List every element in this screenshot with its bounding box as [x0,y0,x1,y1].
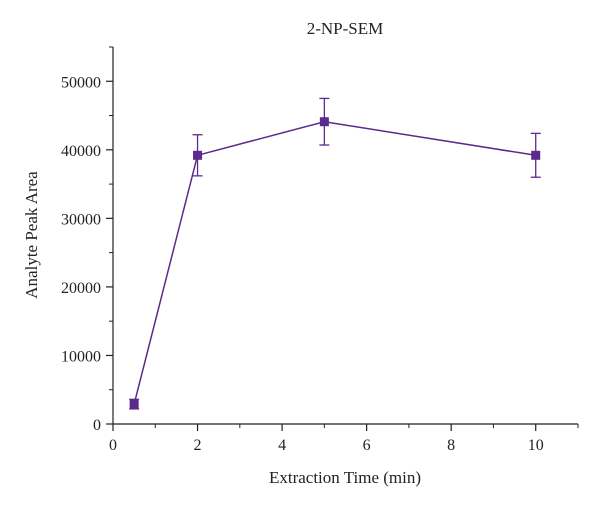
series [129,97,541,410]
y-tick-label: 30000 [61,211,101,228]
x-tick-label: 2 [194,437,202,454]
x-tick-label: 0 [109,437,117,454]
x-tick-label: 8 [447,437,455,454]
axes [112,47,578,425]
y-tick-label: 50000 [61,74,101,91]
data-point [531,150,541,160]
data-point [319,117,329,127]
chart-title: 2-NP-SEM [307,19,384,38]
x-tick-label: 10 [528,437,544,454]
x-tick-label: 6 [363,437,371,454]
y-tick-label: 0 [93,417,101,434]
y-axis-label: Analyte Peak Area [22,171,41,299]
x-tick-label: 4 [278,437,286,454]
series-line [133,120,536,405]
y-tick-label: 20000 [61,280,101,297]
ticks: 0 2 4 6 8 10 0 10000 20000 30000 40000 50000 [61,46,579,454]
data-point [129,399,139,409]
y-tick-label: 40000 [61,143,101,160]
y-tick-label: 10000 [61,348,101,365]
data-point [193,150,203,160]
x-axis-label: Extraction Time (min) [269,468,421,487]
